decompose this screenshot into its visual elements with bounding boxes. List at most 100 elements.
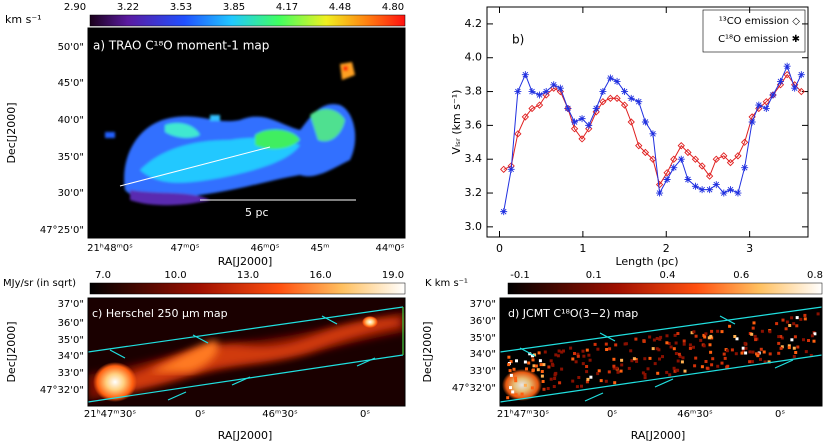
- strip-outline: [499, 306, 823, 403]
- y-tick-label: 47°32'0": [452, 383, 496, 394]
- data-point: [528, 104, 536, 113]
- data-point: [684, 148, 692, 157]
- speckle: [643, 376, 647, 380]
- speckle: [781, 318, 785, 322]
- speckle: [682, 342, 686, 346]
- data-point: [613, 94, 621, 102]
- data-point: [712, 181, 720, 189]
- speckle: [641, 371, 645, 375]
- speckle: [629, 349, 633, 353]
- data-point: [621, 88, 629, 96]
- speckle: [643, 373, 647, 376]
- speckle: [692, 330, 696, 334]
- speckle: [665, 341, 669, 345]
- speckle: [680, 360, 684, 364]
- colorbar-tick-label: 0.1: [586, 270, 602, 281]
- speckle: [785, 320, 789, 324]
- speckle: [586, 377, 590, 381]
- speckle: [768, 352, 772, 356]
- speckle: [571, 379, 575, 383]
- speckle: [658, 357, 661, 361]
- y-axis-label: Dec[J2000]: [421, 321, 434, 382]
- speckle: [531, 354, 534, 358]
- data-point: [641, 118, 649, 126]
- speckle: [787, 344, 791, 348]
- speckle: [702, 333, 706, 337]
- speckle: [613, 381, 617, 385]
- speckle: [562, 349, 565, 353]
- colorbar-tick-label: -0.1: [510, 270, 530, 281]
- speckle: [744, 351, 748, 355]
- speckle: [651, 347, 655, 351]
- speckle: [790, 338, 794, 342]
- speckle: [596, 347, 600, 351]
- data-point: [797, 71, 805, 79]
- colorbar-tick-label: 3.53: [170, 2, 192, 13]
- speckle: [514, 379, 518, 383]
- colorbar-unit: km s⁻¹: [5, 13, 42, 26]
- speckle: [538, 359, 542, 363]
- speckle: [673, 333, 677, 337]
- speckle: [802, 338, 805, 342]
- speckle: [665, 370, 669, 374]
- speckle: [809, 354, 813, 357]
- speckle: [642, 339, 646, 343]
- speckle: [760, 329, 764, 333]
- speckle: [743, 341, 747, 345]
- speckle: [532, 364, 536, 368]
- x-tick-label: 0ˢ: [607, 409, 617, 420]
- data-point: [627, 94, 635, 102]
- y-tick-label: 4.2: [465, 17, 483, 30]
- speckle: [735, 337, 739, 341]
- speckle: [779, 346, 783, 350]
- speckle: [768, 330, 772, 334]
- speckle: [553, 372, 557, 376]
- speckle: [756, 352, 760, 356]
- speckle: [756, 354, 760, 358]
- data-point: [776, 77, 784, 85]
- speckle: [730, 348, 734, 352]
- speckle: [585, 380, 589, 384]
- speckle: [723, 356, 727, 360]
- speckle: [710, 363, 714, 367]
- data-point: [691, 182, 699, 190]
- data-point: [663, 176, 671, 183]
- speckle: [807, 339, 810, 342]
- data-point: [734, 189, 742, 197]
- data-point: [783, 71, 791, 79]
- data-point: [726, 158, 735, 167]
- speckle: [720, 330, 724, 334]
- data-point: [720, 152, 728, 160]
- data-point: [507, 165, 515, 173]
- speckle: [655, 337, 659, 340]
- speckle: [531, 358, 535, 362]
- colorbar-tick-label: 4.48: [329, 2, 351, 13]
- speckle: [795, 324, 799, 328]
- map-emission: [105, 62, 356, 206]
- speckle: [705, 366, 709, 370]
- data-point: [698, 186, 706, 194]
- speckle: [668, 373, 672, 377]
- data-point: [635, 142, 643, 150]
- data-point: [528, 88, 536, 96]
- speckle: [675, 368, 679, 372]
- data-point: [755, 101, 763, 109]
- speckle: [585, 365, 589, 368]
- x-tick-label: 2: [663, 242, 670, 255]
- speckle: [667, 342, 671, 345]
- speckle: [556, 354, 560, 358]
- speckle: [787, 346, 791, 350]
- speckle: [741, 349, 745, 353]
- speckle: [530, 386, 534, 390]
- speckle: [725, 349, 729, 353]
- speckle: [755, 352, 759, 356]
- speckle: [784, 327, 788, 331]
- speckle: [542, 363, 546, 367]
- data-point: [656, 189, 664, 197]
- speckle: [582, 354, 586, 358]
- speckle: [748, 350, 752, 354]
- speckle: [581, 349, 585, 353]
- speckle: [678, 354, 682, 358]
- y-tick-label: 34'0": [58, 351, 84, 362]
